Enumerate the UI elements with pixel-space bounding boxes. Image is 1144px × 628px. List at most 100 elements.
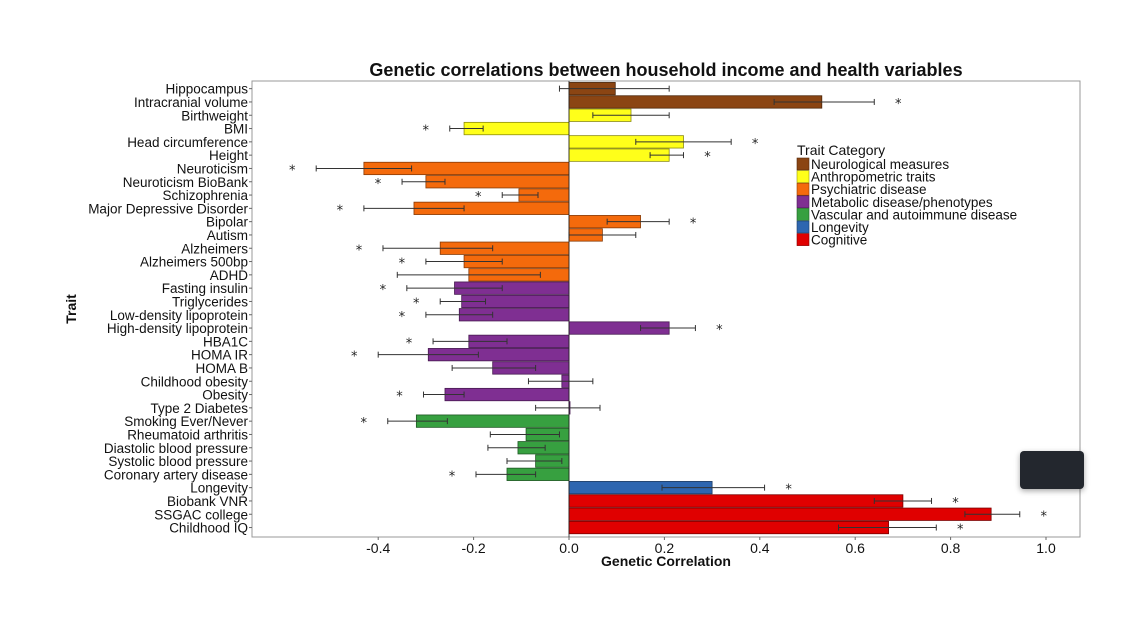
significance-star: * (957, 523, 964, 538)
significance-star: * (337, 203, 344, 218)
bar-group: * (568, 135, 759, 152)
y-tick-label: Height (209, 148, 248, 163)
y-tick-label: Birthweight (181, 108, 248, 123)
y-tick-label: Systolic blood pressure (108, 454, 248, 469)
bar-group: * (375, 175, 570, 192)
bar-group (527, 374, 594, 388)
y-tick-label: SSGAC college (154, 507, 248, 522)
bar (425, 175, 570, 189)
y-tick-label: Coronary artery disease (104, 467, 248, 482)
y-tick-label: Neuroticism BioBank (123, 175, 249, 190)
bar-group: * (289, 161, 570, 178)
legend-swatch (796, 208, 810, 221)
y-tick-label: Biobank VNR (167, 494, 248, 509)
significance-star: * (351, 350, 358, 365)
y-tick-label: Fasting insulin (162, 281, 248, 296)
y-tick-label: Alzheimers (181, 241, 248, 256)
bar-group (487, 441, 570, 455)
y-tick-label: Major Depressive Disorder (88, 201, 248, 216)
y-tick-label: Schizophrenia (162, 188, 248, 203)
y-tick-label: Bipolar (206, 215, 249, 230)
y-tick-label: HOMA B (195, 361, 248, 376)
significance-star: * (380, 283, 387, 298)
legend-item: Anthropometric traits (796, 170, 936, 185)
bar (568, 494, 904, 508)
y-tick-label: Childhood IQ (169, 521, 248, 536)
bar-group: * (568, 507, 1048, 524)
bar-group: * (568, 321, 723, 338)
y-tick-label: Longevity (190, 481, 248, 496)
significance-star: * (752, 137, 759, 152)
legend-title: Trait Category (797, 142, 885, 158)
legend: Trait Category Neurological measuresAnth… (796, 142, 1017, 248)
x-tick-label: -0.2 (462, 540, 486, 556)
bar-group: * (568, 95, 902, 112)
bar (568, 507, 992, 521)
bar-group (568, 108, 670, 122)
y-tick-label: Childhood obesity (141, 374, 249, 389)
significance-star: * (449, 469, 456, 484)
bar-group: * (399, 254, 570, 272)
y-tick-label: Smoking Ever/Never (124, 414, 248, 429)
legend-swatch (796, 195, 810, 209)
legend-label: Vascular and autoimmune disease (811, 207, 1017, 222)
y-tick-label: HOMA IR (191, 348, 248, 363)
legend-label: Anthropometric traits (811, 170, 936, 185)
x-axis-title: Genetic Correlation (601, 553, 731, 569)
legend-item: Longevity (796, 220, 869, 235)
y-tick-label: Alzheimers 500bp (140, 255, 248, 270)
y-tick-label: Obesity (202, 388, 248, 403)
bars-layer: ************************ (289, 81, 1048, 538)
bar-group (568, 228, 637, 242)
dark-popup-overlay[interactable] (1020, 451, 1084, 489)
y-tick-label: Diastolic blood pressure (104, 441, 248, 456)
y-axis-title: Trait (63, 294, 79, 324)
y-tick-label: Low-density lipoprotein (110, 308, 248, 323)
significance-star: * (396, 390, 403, 405)
significance-star: * (356, 243, 363, 258)
x-tick-label: 0.2 (655, 540, 675, 556)
y-tick-label: Intracranial volume (134, 95, 248, 110)
y-tick-label: HBA1C (203, 334, 248, 349)
significance-star: * (399, 310, 406, 325)
y-tick-label: Hippocampus (165, 82, 248, 97)
bar-group: * (356, 241, 570, 258)
legend-swatch (796, 157, 810, 171)
x-tick-label: 0.6 (845, 540, 865, 556)
x-tick-label: 0.0 (559, 540, 579, 556)
significance-star: * (952, 496, 959, 511)
legend-label: Cognitive (811, 233, 867, 248)
y-tick-label: Neuroticism (177, 161, 248, 176)
x-tick-label: 1.0 (1036, 540, 1056, 556)
x-tick-label: 0.8 (941, 540, 961, 556)
significance-star: * (413, 296, 420, 311)
legend-swatch (796, 182, 810, 196)
legend-swatch (796, 233, 810, 246)
legend-item: Psychiatric disease (796, 182, 927, 197)
y-tick-label: Type 2 Diabetes (150, 401, 248, 416)
bar-group: * (475, 188, 570, 205)
y-tick-label: High-density lipoprotein (107, 321, 248, 336)
significance-star: * (475, 190, 482, 205)
significance-star: * (423, 124, 430, 139)
x-tick-labels: -0.4 -0.2 0.0 0.2 0.4 0.6 0.8 1.0 (366, 537, 1056, 556)
x-tick-label: 0.4 (750, 540, 770, 556)
significance-star: * (289, 163, 296, 178)
y-tick-label: Autism (207, 228, 248, 243)
significance-star: * (690, 217, 697, 232)
y-tick-label: Triglycerides (172, 294, 248, 309)
legend-item: Neurological measures (796, 157, 949, 172)
significance-star: * (406, 336, 413, 351)
bar-group: * (406, 334, 570, 351)
y-tick-label: Rheumatoid arthritis (127, 427, 248, 442)
legend-label: Neurological measures (811, 157, 949, 172)
y-tick-label: ADHD (210, 268, 249, 283)
significance-star: * (785, 483, 792, 498)
y-tick-label: Head circumference (127, 135, 248, 150)
bar-group: * (337, 201, 570, 218)
legend-swatch (796, 170, 810, 183)
bar-group (489, 427, 570, 442)
legend-item: Cognitive (796, 233, 867, 248)
